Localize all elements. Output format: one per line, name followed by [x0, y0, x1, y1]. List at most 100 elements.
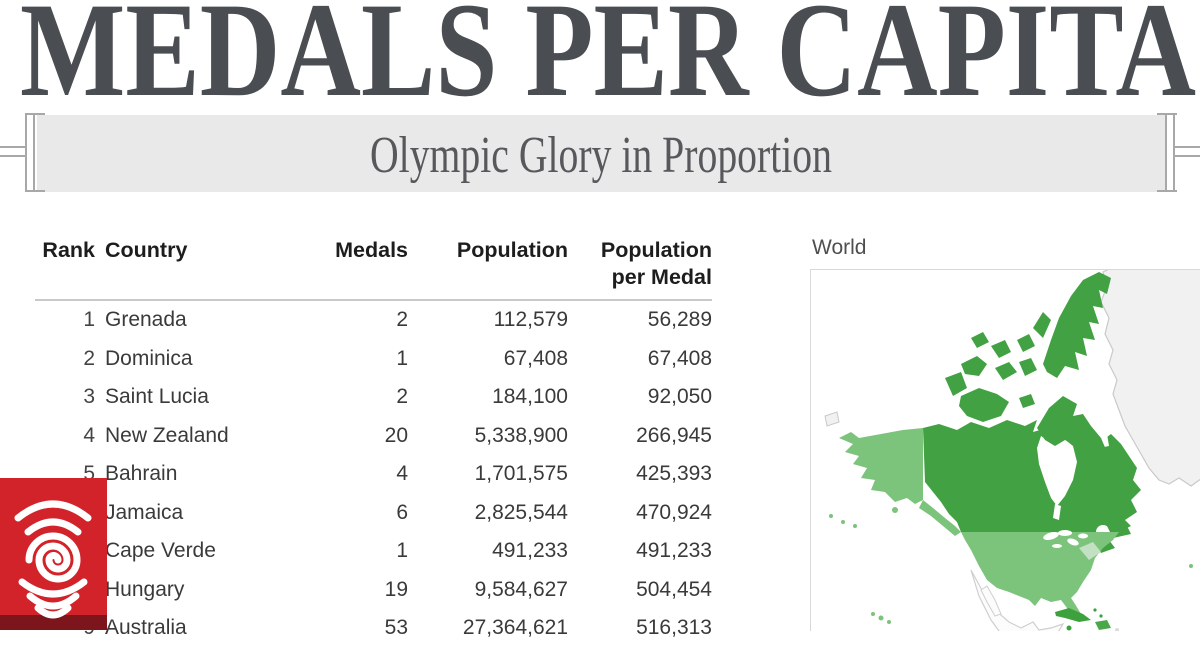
per-medal-cell: 266,945 [636, 423, 712, 447]
per-medal-cell: 491,233 [636, 539, 712, 563]
col-header-medals[interactable]: Medals [335, 231, 408, 301]
selection-handle-left-inner[interactable] [33, 114, 35, 192]
map-bermuda [1189, 564, 1193, 568]
map-james-bay [1053, 504, 1061, 520]
map-island-gray [824, 411, 840, 427]
country-cell: Saint Lucia [105, 385, 209, 409]
map-country-jamaica[interactable] [1066, 625, 1072, 631]
map-arctic-island [961, 356, 987, 376]
selection-handle-top-right[interactable] [1157, 113, 1177, 115]
map-pale-region [1079, 542, 1101, 560]
map-great-lake [1067, 538, 1079, 546]
world-map-pane[interactable] [810, 269, 1200, 631]
map-arctic-island [991, 340, 1011, 358]
medals-cell: 4 [396, 462, 408, 486]
country-cell: Hungary [105, 577, 185, 601]
medals-cell: 2 [396, 308, 408, 332]
subtitle-banner[interactable]: Olympic Glory in Proportion [37, 115, 1165, 192]
map-hispaniola [1095, 620, 1111, 630]
selection-handle-bottom-left[interactable] [25, 190, 45, 192]
country-cell: New Zealand [105, 423, 229, 447]
subtitle-svg: Olympic Glory in Proportion [370, 127, 832, 184]
map-great-lake [1052, 544, 1062, 548]
table-row[interactable]: 7 Cape Verde 1 491,233 491,233 [35, 532, 712, 571]
medals-cell: 6 [396, 500, 408, 524]
koru-spiral-icon [0, 478, 107, 630]
rank-cell: 4 [83, 423, 95, 447]
country-cell: Bahrain [105, 462, 178, 486]
selection-handle-bottom-right[interactable] [1157, 190, 1177, 192]
selection-guide-left-lower [0, 155, 25, 157]
table-row[interactable]: 1 Grenada 2 112,579 56,289 [35, 300, 712, 340]
population-cell: 112,579 [493, 308, 568, 332]
map-arctic-island [1017, 334, 1035, 352]
country-cell: Australia [105, 616, 187, 640]
selection-handle-right-outer[interactable] [1173, 114, 1175, 192]
population-cell: 1,701,575 [474, 462, 568, 486]
population-cell: 67,408 [503, 346, 568, 370]
per-medal-cell: 470,924 [636, 500, 712, 524]
map-country-usa[interactable] [961, 532, 1119, 620]
medals-cell: 53 [384, 616, 408, 640]
col-header-rank[interactable]: Rank [35, 231, 95, 301]
rnz-logo[interactable] [0, 478, 107, 630]
per-medal-cell: 92,050 [647, 385, 712, 409]
selection-handle-right-inner[interactable] [1165, 114, 1167, 192]
selection-guide-right-lower [1175, 155, 1200, 157]
map-alaska[interactable] [839, 428, 923, 504]
population-cell: 2,825,544 [474, 500, 568, 524]
page-title: MEDALS PER CAPITA [20, 0, 1196, 110]
rank-cell: 1 [83, 308, 95, 332]
medals-cell: 2 [396, 385, 408, 409]
page-subtitle: Olympic Glory in Proportion [370, 127, 832, 184]
table-row[interactable]: 8 Hungary 19 9,584,627 504,454 [35, 571, 712, 610]
world-map[interactable] [811, 270, 1200, 631]
map-great-lake [1078, 533, 1088, 539]
col-header-country[interactable]: Country [95, 231, 335, 301]
col-header-population[interactable]: Population [408, 231, 568, 301]
medals-cell: 1 [396, 346, 408, 370]
map-hawaii-island [871, 612, 875, 616]
masthead-title-svg: MEDALS PER CAPITA [20, 0, 1196, 125]
table-header-row: Rank Country Medals Population Populatio… [35, 231, 712, 301]
selection-guide-left-upper [0, 146, 25, 148]
table-row[interactable]: 3 Saint Lucia 2 184,100 92,050 [35, 378, 712, 417]
map-banks-island [945, 372, 967, 396]
country-cell: Cape Verde [105, 539, 216, 563]
population-cell: 5,338,900 [474, 423, 568, 447]
medals-table: Rank Country Medals Population Populatio… [35, 231, 712, 648]
map-great-lake [1058, 530, 1072, 536]
per-medal-cell: 504,454 [636, 577, 712, 601]
map-sheet-title: World [812, 236, 867, 259]
col-header-population-per-medal[interactable]: Population per Medal [568, 231, 712, 301]
selection-handle-left-outer[interactable] [25, 114, 27, 192]
per-medal-cell: 67,408 [647, 346, 712, 370]
map-country-cuba[interactable] [1055, 608, 1091, 622]
population-cell: 491,233 [492, 539, 568, 563]
medals-cell: 20 [384, 423, 408, 447]
medals-cell: 1 [396, 539, 408, 563]
country-cell: Dominica [105, 346, 193, 370]
map-bahamas-island [1099, 614, 1103, 618]
map-country-canada[interactable] [923, 420, 1141, 532]
map-alaska-panhandle [919, 500, 961, 536]
per-medal-cell: 516,313 [636, 616, 712, 640]
selection-handle-top-left[interactable] [25, 113, 45, 115]
table-row[interactable]: 4 New Zealand 20 5,338,900 266,945 [35, 417, 712, 456]
table-row[interactable]: 9 Australia 53 27,364,621 516,313 [35, 609, 712, 648]
selection-guide-right-upper [1175, 146, 1200, 148]
map-aleutian-island [853, 524, 857, 528]
rank-cell: 3 [83, 385, 95, 409]
country-cell: Grenada [105, 308, 187, 332]
table-row[interactable]: 2 Dominica 1 67,408 67,408 [35, 340, 712, 379]
map-ellesmere-island [1043, 272, 1111, 378]
map-hawaii-island [878, 615, 884, 621]
population-cell: 9,584,627 [474, 577, 568, 601]
map-great-lake [1043, 532, 1059, 540]
map-aleutian-island [841, 520, 845, 524]
map-country-greenland[interactable] [1100, 270, 1200, 487]
table-row[interactable]: 6 Jamaica 6 2,825,544 470,924 [35, 494, 712, 533]
map-hawaii-island [887, 620, 891, 624]
table-row[interactable]: 5 Bahrain 4 1,701,575 425,393 [35, 455, 712, 494]
